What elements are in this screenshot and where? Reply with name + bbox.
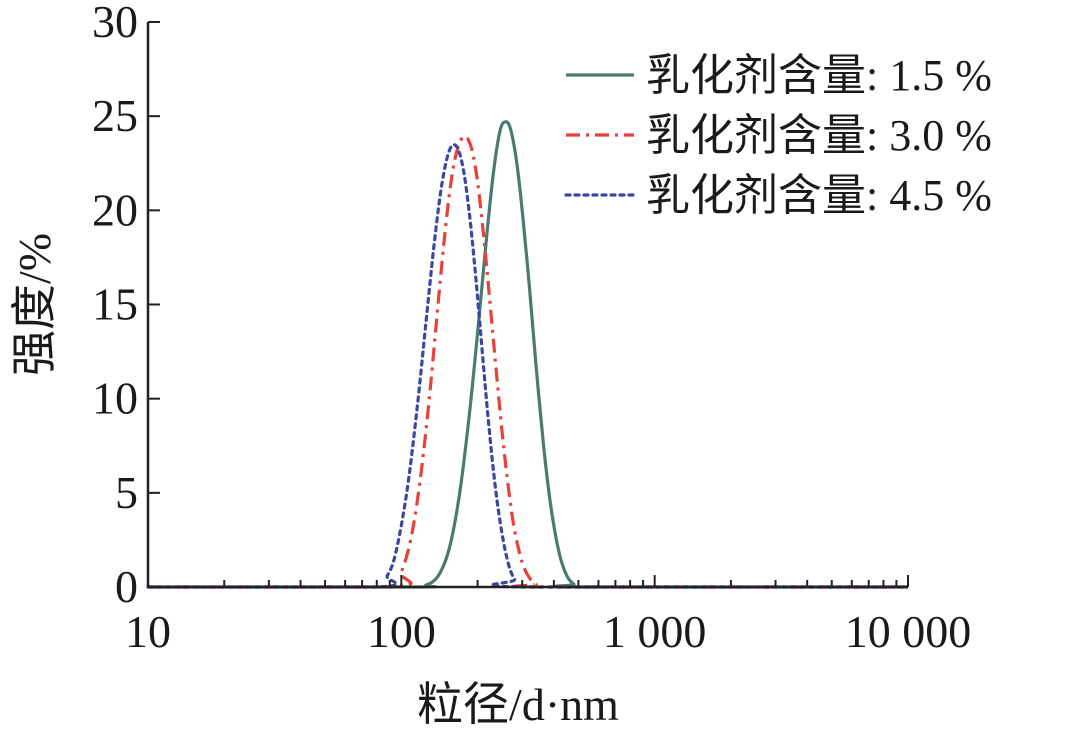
series-line-2 — [148, 134, 908, 589]
y-tick-label: 5 — [115, 467, 138, 518]
y-tick-label: 20 — [92, 184, 138, 235]
x-axis-title: 粒径/d·nm — [417, 679, 619, 729]
legend-label-1: 乳化剂含量: 1.5 % — [646, 51, 992, 100]
y-tick-label: 15 — [92, 279, 138, 330]
legend: 乳化剂含量: 1.5 % 乳化剂含量: 3.0 % 乳化剂含量: 4.5 % — [564, 51, 992, 220]
legend-label-2: 乳化剂含量: 3.0 % — [646, 111, 992, 160]
x-tick-label: 1 000 — [603, 606, 707, 657]
x-tick-label: 10 — [125, 606, 171, 657]
y-ticks: 0 5 10 15 20 25 30 — [92, 0, 160, 612]
x-ticks: 10 100 1 000 10 000 — [125, 575, 971, 657]
y-tick-label: 30 — [92, 0, 138, 47]
series-line-1 — [148, 120, 908, 589]
legend-label-3: 乳化剂含量: 4.5 % — [646, 171, 992, 220]
y-tick-label: 25 — [92, 90, 138, 141]
y-axis-title: 强度/% — [9, 233, 60, 376]
x-tick-label: 100 — [367, 606, 436, 657]
series-layer — [146, 120, 910, 589]
axes-layer — [146, 22, 908, 589]
series-line-3 — [146, 143, 910, 589]
x-tick-label: 10 000 — [845, 606, 972, 657]
y-tick-label: 0 — [115, 561, 138, 612]
y-tick-label: 10 — [92, 373, 138, 424]
